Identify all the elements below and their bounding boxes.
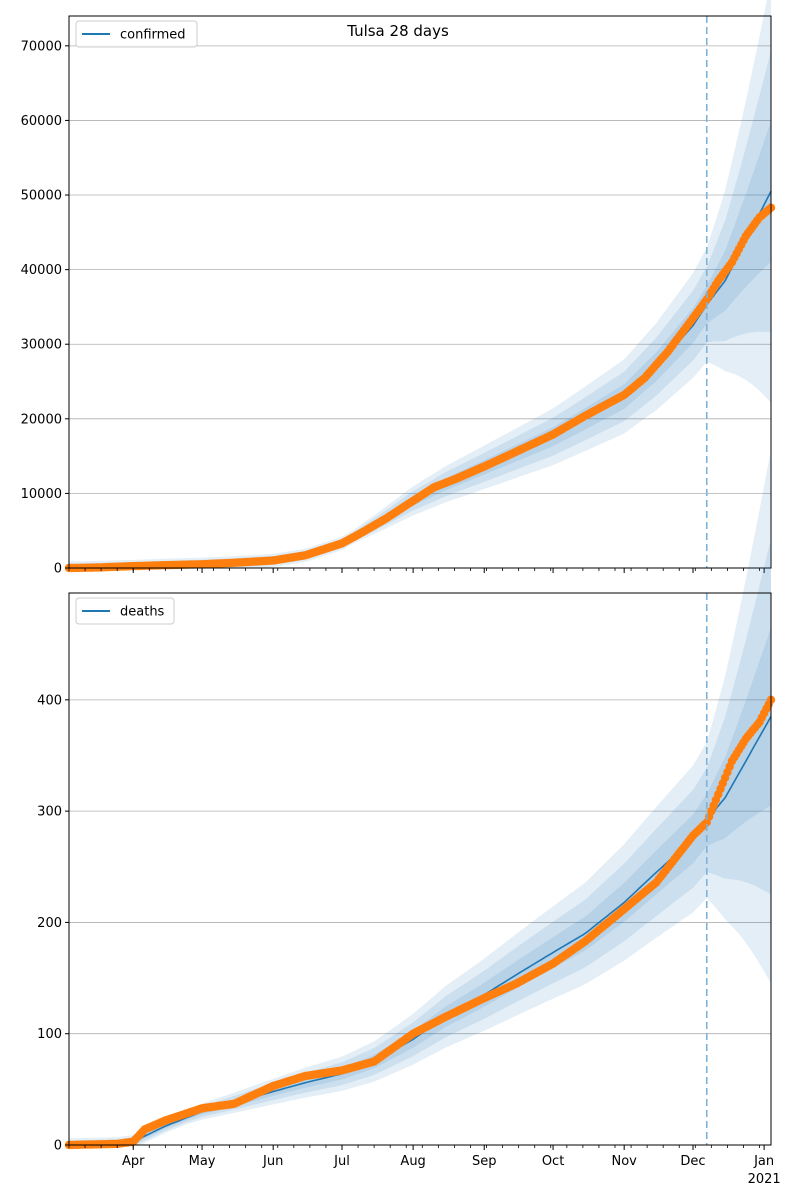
- y-tick-label: 10000: [21, 487, 62, 502]
- y-tick-label: 0: [54, 1139, 62, 1154]
- x-tick-label: May: [189, 1154, 216, 1169]
- legend-box: [75, 20, 198, 48]
- uncertainty-band: [69, 0, 771, 568]
- x-tick-label: Nov: [611, 1154, 637, 1169]
- x-tick-label: Dec: [680, 1154, 705, 1169]
- y-tick-label: 300: [37, 805, 62, 820]
- x-year-label: 2021: [748, 1172, 781, 1187]
- y-tick-label: 70000: [21, 39, 62, 54]
- x-tick-label: Apr: [122, 1154, 145, 1169]
- legend-label: confirmed: [120, 28, 186, 43]
- plot-frame: [68, 592, 772, 1146]
- x-tick-label: Aug: [400, 1154, 425, 1169]
- y-tick-label: 0: [54, 562, 62, 577]
- y-tick-label: 40000: [21, 263, 62, 278]
- y-tick-label: 60000: [21, 114, 62, 129]
- y-tick-label: 400: [37, 693, 62, 708]
- legend-box: [75, 597, 175, 625]
- y-tick-label: 200: [37, 916, 62, 931]
- legend-label: deaths: [120, 605, 165, 620]
- x-tick-label: Jun: [262, 1154, 283, 1169]
- uncertainty-band: [69, 449, 771, 1145]
- uncertainty-band: [69, 538, 771, 1145]
- x-tick-label: Jan: [753, 1154, 774, 1169]
- chart-title: Tulsa 28 days: [346, 22, 449, 40]
- x-tick-label: Oct: [542, 1154, 564, 1169]
- y-tick-label: 50000: [21, 189, 62, 204]
- y-tick-label: 30000: [21, 338, 62, 353]
- y-tick-label: 100: [37, 1027, 62, 1042]
- x-tick-label: Sep: [472, 1154, 497, 1169]
- x-tick-label: Jul: [333, 1154, 350, 1169]
- plot-frame: [68, 15, 772, 569]
- deaths-panel: 0 100 200 300 400 Apr May Jun Jul Aug Sep Oct Nov Dec…: [37, 449, 781, 1187]
- confirmed-panel: 0 10000 20000 30000 40000 50000 60000 70000 conf…: [21, 0, 776, 577]
- y-tick-label: 20000: [21, 412, 62, 427]
- uncertainty-band: [69, 627, 771, 1145]
